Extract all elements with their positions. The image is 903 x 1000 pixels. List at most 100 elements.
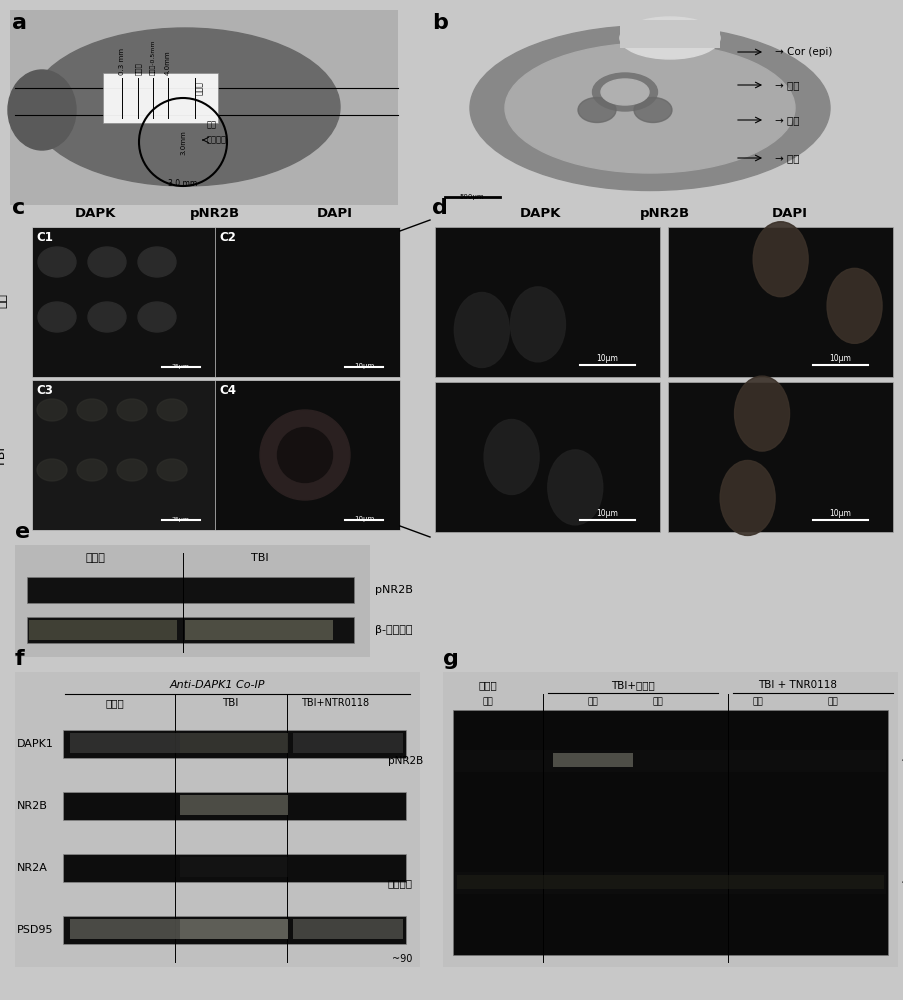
Bar xyxy=(63,730,405,758)
Text: ~50KD: ~50KD xyxy=(900,878,903,888)
Text: → 丘脑: → 丘脑 xyxy=(774,153,798,163)
Text: f: f xyxy=(15,649,24,669)
Bar xyxy=(293,795,403,815)
Ellipse shape xyxy=(591,73,656,111)
Bar xyxy=(70,857,180,877)
Text: Anti-DAPK1 Co-IP: Anti-DAPK1 Co-IP xyxy=(169,680,265,690)
Text: C1: C1 xyxy=(36,231,52,244)
Bar xyxy=(63,916,405,944)
Ellipse shape xyxy=(37,459,67,481)
Text: 对侧: 对侧 xyxy=(587,697,598,706)
Bar xyxy=(63,792,405,820)
Ellipse shape xyxy=(619,17,719,59)
Text: → 海马: → 海马 xyxy=(774,80,798,90)
Text: TBI: TBI xyxy=(0,447,8,467)
Bar xyxy=(442,672,897,967)
Bar xyxy=(180,795,288,815)
Ellipse shape xyxy=(30,28,340,186)
Text: 微管蛋白: 微管蛋白 xyxy=(387,878,413,888)
Ellipse shape xyxy=(454,292,508,367)
Ellipse shape xyxy=(77,459,107,481)
Bar xyxy=(619,20,719,48)
Text: d: d xyxy=(432,198,447,218)
Text: 冲击区域: 冲击区域 xyxy=(207,135,227,144)
Ellipse shape xyxy=(8,70,76,150)
Bar xyxy=(32,227,217,377)
Bar xyxy=(29,620,177,640)
Text: DAPK1: DAPK1 xyxy=(17,739,54,749)
Text: e: e xyxy=(15,522,30,542)
Ellipse shape xyxy=(277,428,332,483)
Text: pNR2B: pNR2B xyxy=(639,207,689,220)
Text: 10μm: 10μm xyxy=(353,363,374,369)
Bar xyxy=(32,380,217,530)
Text: PSD95: PSD95 xyxy=(17,925,53,935)
Ellipse shape xyxy=(600,79,648,105)
Text: b: b xyxy=(432,13,447,33)
Text: 对照: 对照 xyxy=(0,292,8,308)
Text: 假手术: 假手术 xyxy=(478,680,497,690)
Bar xyxy=(27,577,354,603)
Bar xyxy=(215,380,399,530)
Text: 前囟点: 前囟点 xyxy=(135,62,141,75)
Text: 10μm: 10μm xyxy=(595,354,618,363)
Bar xyxy=(215,227,399,377)
Text: 假手术: 假手术 xyxy=(106,698,125,708)
Bar xyxy=(457,875,883,889)
Text: 同侧: 同侧 xyxy=(652,697,663,706)
Text: 10μm: 10μm xyxy=(353,516,374,522)
Ellipse shape xyxy=(470,25,829,190)
Text: pNR2B: pNR2B xyxy=(190,207,240,220)
Ellipse shape xyxy=(37,399,67,421)
Text: 500μm: 500μm xyxy=(460,194,484,200)
Bar xyxy=(434,382,659,532)
Ellipse shape xyxy=(157,399,187,421)
Text: TBI: TBI xyxy=(251,553,268,563)
Bar xyxy=(70,919,180,939)
Text: C3: C3 xyxy=(36,384,52,397)
Text: TBI+NTR0118: TBI+NTR0118 xyxy=(301,698,368,708)
Text: 前囟点-0.5mm: 前囟点-0.5mm xyxy=(150,39,155,75)
Text: C2: C2 xyxy=(219,231,236,244)
Bar xyxy=(10,10,397,205)
Bar xyxy=(430,10,897,205)
Ellipse shape xyxy=(484,419,538,494)
Bar xyxy=(180,733,288,753)
Ellipse shape xyxy=(116,399,147,421)
Bar xyxy=(70,795,180,815)
Text: 同侧: 同侧 xyxy=(827,697,837,706)
Text: DAPK: DAPK xyxy=(74,207,116,220)
Bar xyxy=(434,227,659,377)
Text: 10μm: 10μm xyxy=(828,509,850,518)
Bar xyxy=(185,620,332,640)
Text: 3.0 mm: 3.0 mm xyxy=(168,178,198,188)
Text: → Cor (epi): → Cor (epi) xyxy=(774,47,832,57)
Text: 假手术: 假手术 xyxy=(85,553,105,563)
Text: β-微管蛋白: β-微管蛋白 xyxy=(375,625,412,635)
Ellipse shape xyxy=(38,247,76,277)
Text: NR2A: NR2A xyxy=(17,863,48,873)
Text: 0.3 mm: 0.3 mm xyxy=(119,48,125,75)
Text: c: c xyxy=(12,198,25,218)
Bar xyxy=(293,857,403,877)
Text: 人字点: 人字点 xyxy=(195,81,204,95)
Ellipse shape xyxy=(720,460,774,535)
Bar xyxy=(15,672,420,967)
Text: DAPK: DAPK xyxy=(518,207,560,220)
Ellipse shape xyxy=(157,459,187,481)
Text: 4.0mm: 4.0mm xyxy=(165,50,171,75)
Ellipse shape xyxy=(752,222,807,297)
Ellipse shape xyxy=(138,247,176,277)
Text: 10μm: 10μm xyxy=(828,354,850,363)
Bar xyxy=(293,919,403,939)
Ellipse shape xyxy=(260,410,349,500)
Bar xyxy=(553,753,632,767)
Bar xyxy=(452,710,887,955)
Bar xyxy=(70,733,180,753)
Bar xyxy=(667,382,892,532)
Ellipse shape xyxy=(633,98,671,122)
Bar xyxy=(63,854,405,882)
Ellipse shape xyxy=(138,302,176,332)
Ellipse shape xyxy=(88,302,126,332)
Bar xyxy=(180,857,288,877)
